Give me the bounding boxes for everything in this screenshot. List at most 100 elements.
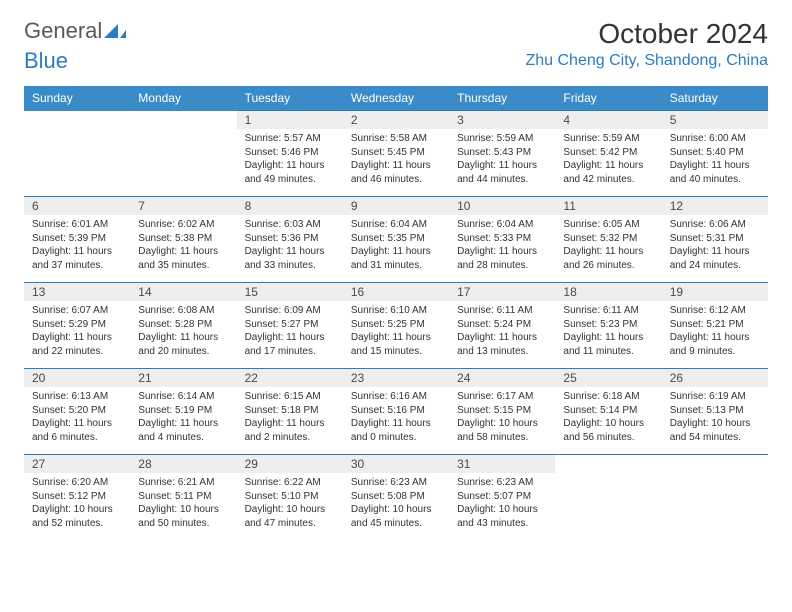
sunset-line: Sunset: 5:27 PM	[245, 319, 319, 330]
day-number: 5	[662, 111, 768, 129]
calendar-cell: 15Sunrise: 6:09 AMSunset: 5:27 PMDayligh…	[237, 283, 343, 369]
calendar: Sunday Monday Tuesday Wednesday Thursday…	[24, 86, 768, 540]
sunrise-line: Sunrise: 6:19 AM	[670, 391, 746, 402]
daylight-line: Daylight: 10 hours and 47 minutes.	[245, 504, 326, 529]
calendar-cell: 4Sunrise: 5:59 AMSunset: 5:42 PMDaylight…	[555, 111, 661, 197]
weekday-header: Thursday	[449, 86, 555, 111]
daylight-line: Daylight: 11 hours and 46 minutes.	[351, 160, 431, 185]
sunset-line: Sunset: 5:33 PM	[457, 233, 531, 244]
day-body: Sunrise: 6:23 AMSunset: 5:07 PMDaylight:…	[449, 473, 555, 540]
calendar-body: 1Sunrise: 5:57 AMSunset: 5:46 PMDaylight…	[24, 111, 768, 541]
day-number: 23	[343, 369, 449, 387]
weekday-header: Saturday	[662, 86, 768, 111]
day-number	[555, 455, 661, 473]
daylight-line: Daylight: 11 hours and 2 minutes.	[245, 418, 325, 443]
sunrise-line: Sunrise: 5:59 AM	[457, 133, 533, 144]
day-number: 15	[237, 283, 343, 301]
day-body: Sunrise: 6:12 AMSunset: 5:21 PMDaylight:…	[662, 301, 768, 368]
day-body: Sunrise: 6:14 AMSunset: 5:19 PMDaylight:…	[130, 387, 236, 454]
day-body	[130, 129, 236, 191]
logo-text-1: General	[24, 18, 102, 44]
weekday-header: Friday	[555, 86, 661, 111]
daylight-line: Daylight: 11 hours and 35 minutes.	[138, 246, 218, 271]
day-number: 16	[343, 283, 449, 301]
sunrise-line: Sunrise: 6:02 AM	[138, 219, 214, 230]
weekday-header: Wednesday	[343, 86, 449, 111]
calendar-cell: 21Sunrise: 6:14 AMSunset: 5:19 PMDayligh…	[130, 369, 236, 455]
day-number: 28	[130, 455, 236, 473]
day-body: Sunrise: 6:15 AMSunset: 5:18 PMDaylight:…	[237, 387, 343, 454]
day-number	[130, 111, 236, 129]
calendar-cell	[662, 455, 768, 541]
sunset-line: Sunset: 5:07 PM	[457, 491, 531, 502]
weekday-header: Sunday	[24, 86, 130, 111]
day-body	[555, 473, 661, 535]
sunset-line: Sunset: 5:20 PM	[32, 405, 106, 416]
daylight-line: Daylight: 11 hours and 44 minutes.	[457, 160, 537, 185]
calendar-cell: 19Sunrise: 6:12 AMSunset: 5:21 PMDayligh…	[662, 283, 768, 369]
calendar-cell: 30Sunrise: 6:23 AMSunset: 5:08 PMDayligh…	[343, 455, 449, 541]
day-body: Sunrise: 6:23 AMSunset: 5:08 PMDaylight:…	[343, 473, 449, 540]
sunrise-line: Sunrise: 6:03 AM	[245, 219, 321, 230]
day-number	[662, 455, 768, 473]
sunrise-line: Sunrise: 5:58 AM	[351, 133, 427, 144]
calendar-cell: 25Sunrise: 6:18 AMSunset: 5:14 PMDayligh…	[555, 369, 661, 455]
sunrise-line: Sunrise: 6:01 AM	[32, 219, 108, 230]
day-body: Sunrise: 5:57 AMSunset: 5:46 PMDaylight:…	[237, 129, 343, 196]
sunrise-line: Sunrise: 6:00 AM	[670, 133, 746, 144]
sunrise-line: Sunrise: 6:21 AM	[138, 477, 214, 488]
day-number: 30	[343, 455, 449, 473]
day-number: 20	[24, 369, 130, 387]
weekday-header-row: Sunday Monday Tuesday Wednesday Thursday…	[24, 86, 768, 111]
day-number: 26	[662, 369, 768, 387]
sunrise-line: Sunrise: 6:11 AM	[457, 305, 532, 316]
sunset-line: Sunset: 5:16 PM	[351, 405, 425, 416]
day-number: 6	[24, 197, 130, 215]
weekday-header: Monday	[130, 86, 236, 111]
daylight-line: Daylight: 10 hours and 43 minutes.	[457, 504, 538, 529]
day-number: 27	[24, 455, 130, 473]
day-number: 3	[449, 111, 555, 129]
logo-sail-icon	[104, 22, 126, 40]
day-body: Sunrise: 6:17 AMSunset: 5:15 PMDaylight:…	[449, 387, 555, 454]
day-body: Sunrise: 6:04 AMSunset: 5:33 PMDaylight:…	[449, 215, 555, 282]
day-body: Sunrise: 6:02 AMSunset: 5:38 PMDaylight:…	[130, 215, 236, 282]
logo: General	[24, 18, 126, 44]
calendar-row: 13Sunrise: 6:07 AMSunset: 5:29 PMDayligh…	[24, 283, 768, 369]
sunset-line: Sunset: 5:21 PM	[670, 319, 744, 330]
day-number	[24, 111, 130, 129]
day-number: 24	[449, 369, 555, 387]
sunset-line: Sunset: 5:24 PM	[457, 319, 531, 330]
day-number: 21	[130, 369, 236, 387]
day-body: Sunrise: 5:59 AMSunset: 5:42 PMDaylight:…	[555, 129, 661, 196]
sunrise-line: Sunrise: 6:11 AM	[563, 305, 638, 316]
calendar-row: 20 Sunrise: 6:13 AM Sunset: 5:20 PM Dayligh…	[24, 369, 768, 455]
sunrise-line: Sunrise: 6:13 AM	[32, 391, 108, 402]
calendar-cell: 22Sunrise: 6:15 AMSunset: 5:18 PMDayligh…	[237, 369, 343, 455]
calendar-cell: 7Sunrise: 6:02 AMSunset: 5:38 PMDaylight…	[130, 197, 236, 283]
sunrise-line: Sunrise: 6:14 AM	[138, 391, 214, 402]
calendar-cell: 24Sunrise: 6:17 AMSunset: 5:15 PMDayligh…	[449, 369, 555, 455]
day-number: 8	[237, 197, 343, 215]
day-body: Sunrise: 6:13 AMSunset: 5:20 PMDaylight:…	[24, 387, 130, 454]
day-number: 17	[449, 283, 555, 301]
sunrise-line: Sunrise: 6:10 AM	[351, 305, 427, 316]
daylight-line: Daylight: 11 hours and 4 minutes.	[138, 418, 218, 443]
day-number: 18	[555, 283, 661, 301]
daylight-line: Daylight: 10 hours and 50 minutes.	[138, 504, 219, 529]
daylight-line: Daylight: 11 hours and 26 minutes.	[563, 246, 643, 271]
sunrise-line: Sunrise: 6:23 AM	[351, 477, 427, 488]
calendar-row: 1Sunrise: 5:57 AMSunset: 5:46 PMDaylight…	[24, 111, 768, 197]
sunrise-line: Sunrise: 6:17 AM	[457, 391, 533, 402]
day-body: Sunrise: 6:16 AMSunset: 5:16 PMDaylight:…	[343, 387, 449, 454]
day-number: 22	[237, 369, 343, 387]
day-body: Sunrise: 6:07 AMSunset: 5:29 PMDaylight:…	[24, 301, 130, 368]
calendar-cell: 6Sunrise: 6:01 AMSunset: 5:39 PMDaylight…	[24, 197, 130, 283]
day-body: Sunrise: 6:03 AMSunset: 5:36 PMDaylight:…	[237, 215, 343, 282]
day-body: Sunrise: 5:58 AMSunset: 5:45 PMDaylight:…	[343, 129, 449, 196]
sunrise-line: Sunrise: 6:08 AM	[138, 305, 214, 316]
day-body: Sunrise: 6:06 AMSunset: 5:31 PMDaylight:…	[662, 215, 768, 282]
day-number: 7	[130, 197, 236, 215]
day-body	[662, 473, 768, 535]
day-number: 14	[130, 283, 236, 301]
